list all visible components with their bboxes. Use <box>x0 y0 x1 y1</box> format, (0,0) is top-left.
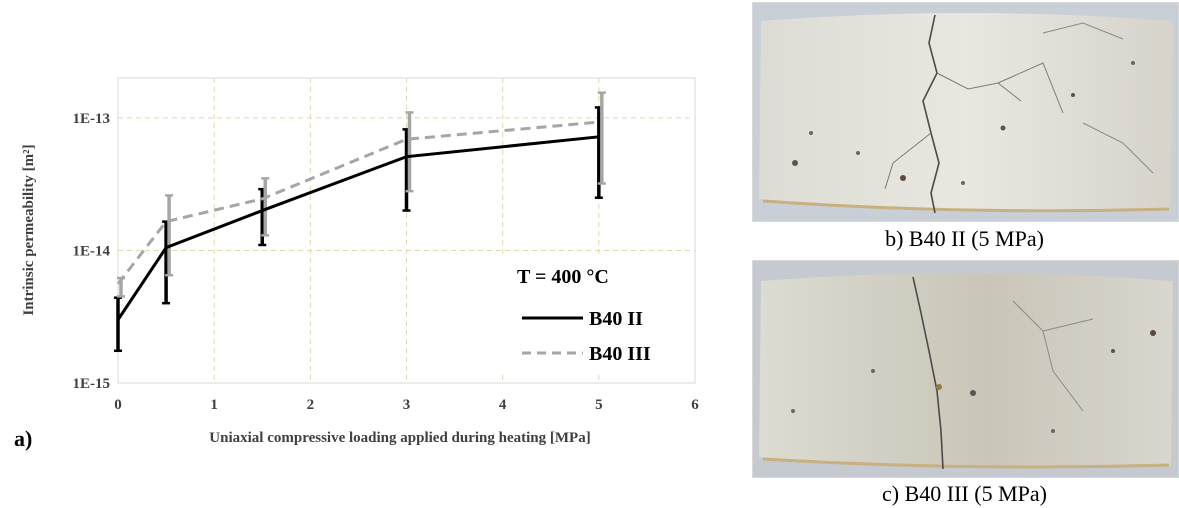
plot-frame <box>117 77 696 384</box>
y-axis-label: Intrinsic permeability [m²] <box>21 144 37 315</box>
x-tick-label: 0 <box>114 397 122 413</box>
x-tick-label: 5 <box>595 397 603 413</box>
series-line-b40-iii <box>116 120 599 285</box>
photo-b40-iii <box>752 260 1179 478</box>
x-tick-label: 1 <box>210 397 218 413</box>
legend-label-b40-ii: B40 II <box>589 308 643 330</box>
error-bars <box>114 91 606 353</box>
photo-b40-ii <box>752 2 1179 222</box>
concrete-specimen-image <box>753 3 1178 221</box>
panel-label-a: a) <box>14 426 32 451</box>
legend-label-b40-iii: B40 III <box>589 343 651 365</box>
caption-b: b) B40 II (5 MPa) <box>885 226 1044 251</box>
series-lines <box>116 120 599 321</box>
x-axis-label: Uniaxial compressive loading applied dur… <box>209 430 590 446</box>
x-tick-label: 4 <box>499 397 507 413</box>
x-tick-label: 6 <box>691 397 699 413</box>
legend: T = 400 °C B40 II B40 III <box>482 255 682 375</box>
legend-box <box>482 255 682 375</box>
concrete-specimen-image <box>753 261 1178 477</box>
series-line-b40-ii <box>116 135 599 321</box>
x-tick-label: 2 <box>307 397 315 413</box>
permeability-chart: 0 1 2 3 4 5 6 1E-15 1E-14 1E-13 Intrinsic permeab… <box>14 77 700 451</box>
y-tick-label: 1E-15 <box>73 376 111 392</box>
y-tick-label: 1E-13 <box>73 111 111 127</box>
caption-c: c) B40 III (5 MPa) <box>882 481 1047 506</box>
tick-labels: 0 1 2 3 4 5 6 1E-15 1E-14 1E-13 <box>73 111 700 413</box>
x-tick-label: 3 <box>403 397 411 413</box>
legend-title: T = 400 °C <box>517 266 609 288</box>
y-tick-label: 1E-14 <box>73 243 111 259</box>
